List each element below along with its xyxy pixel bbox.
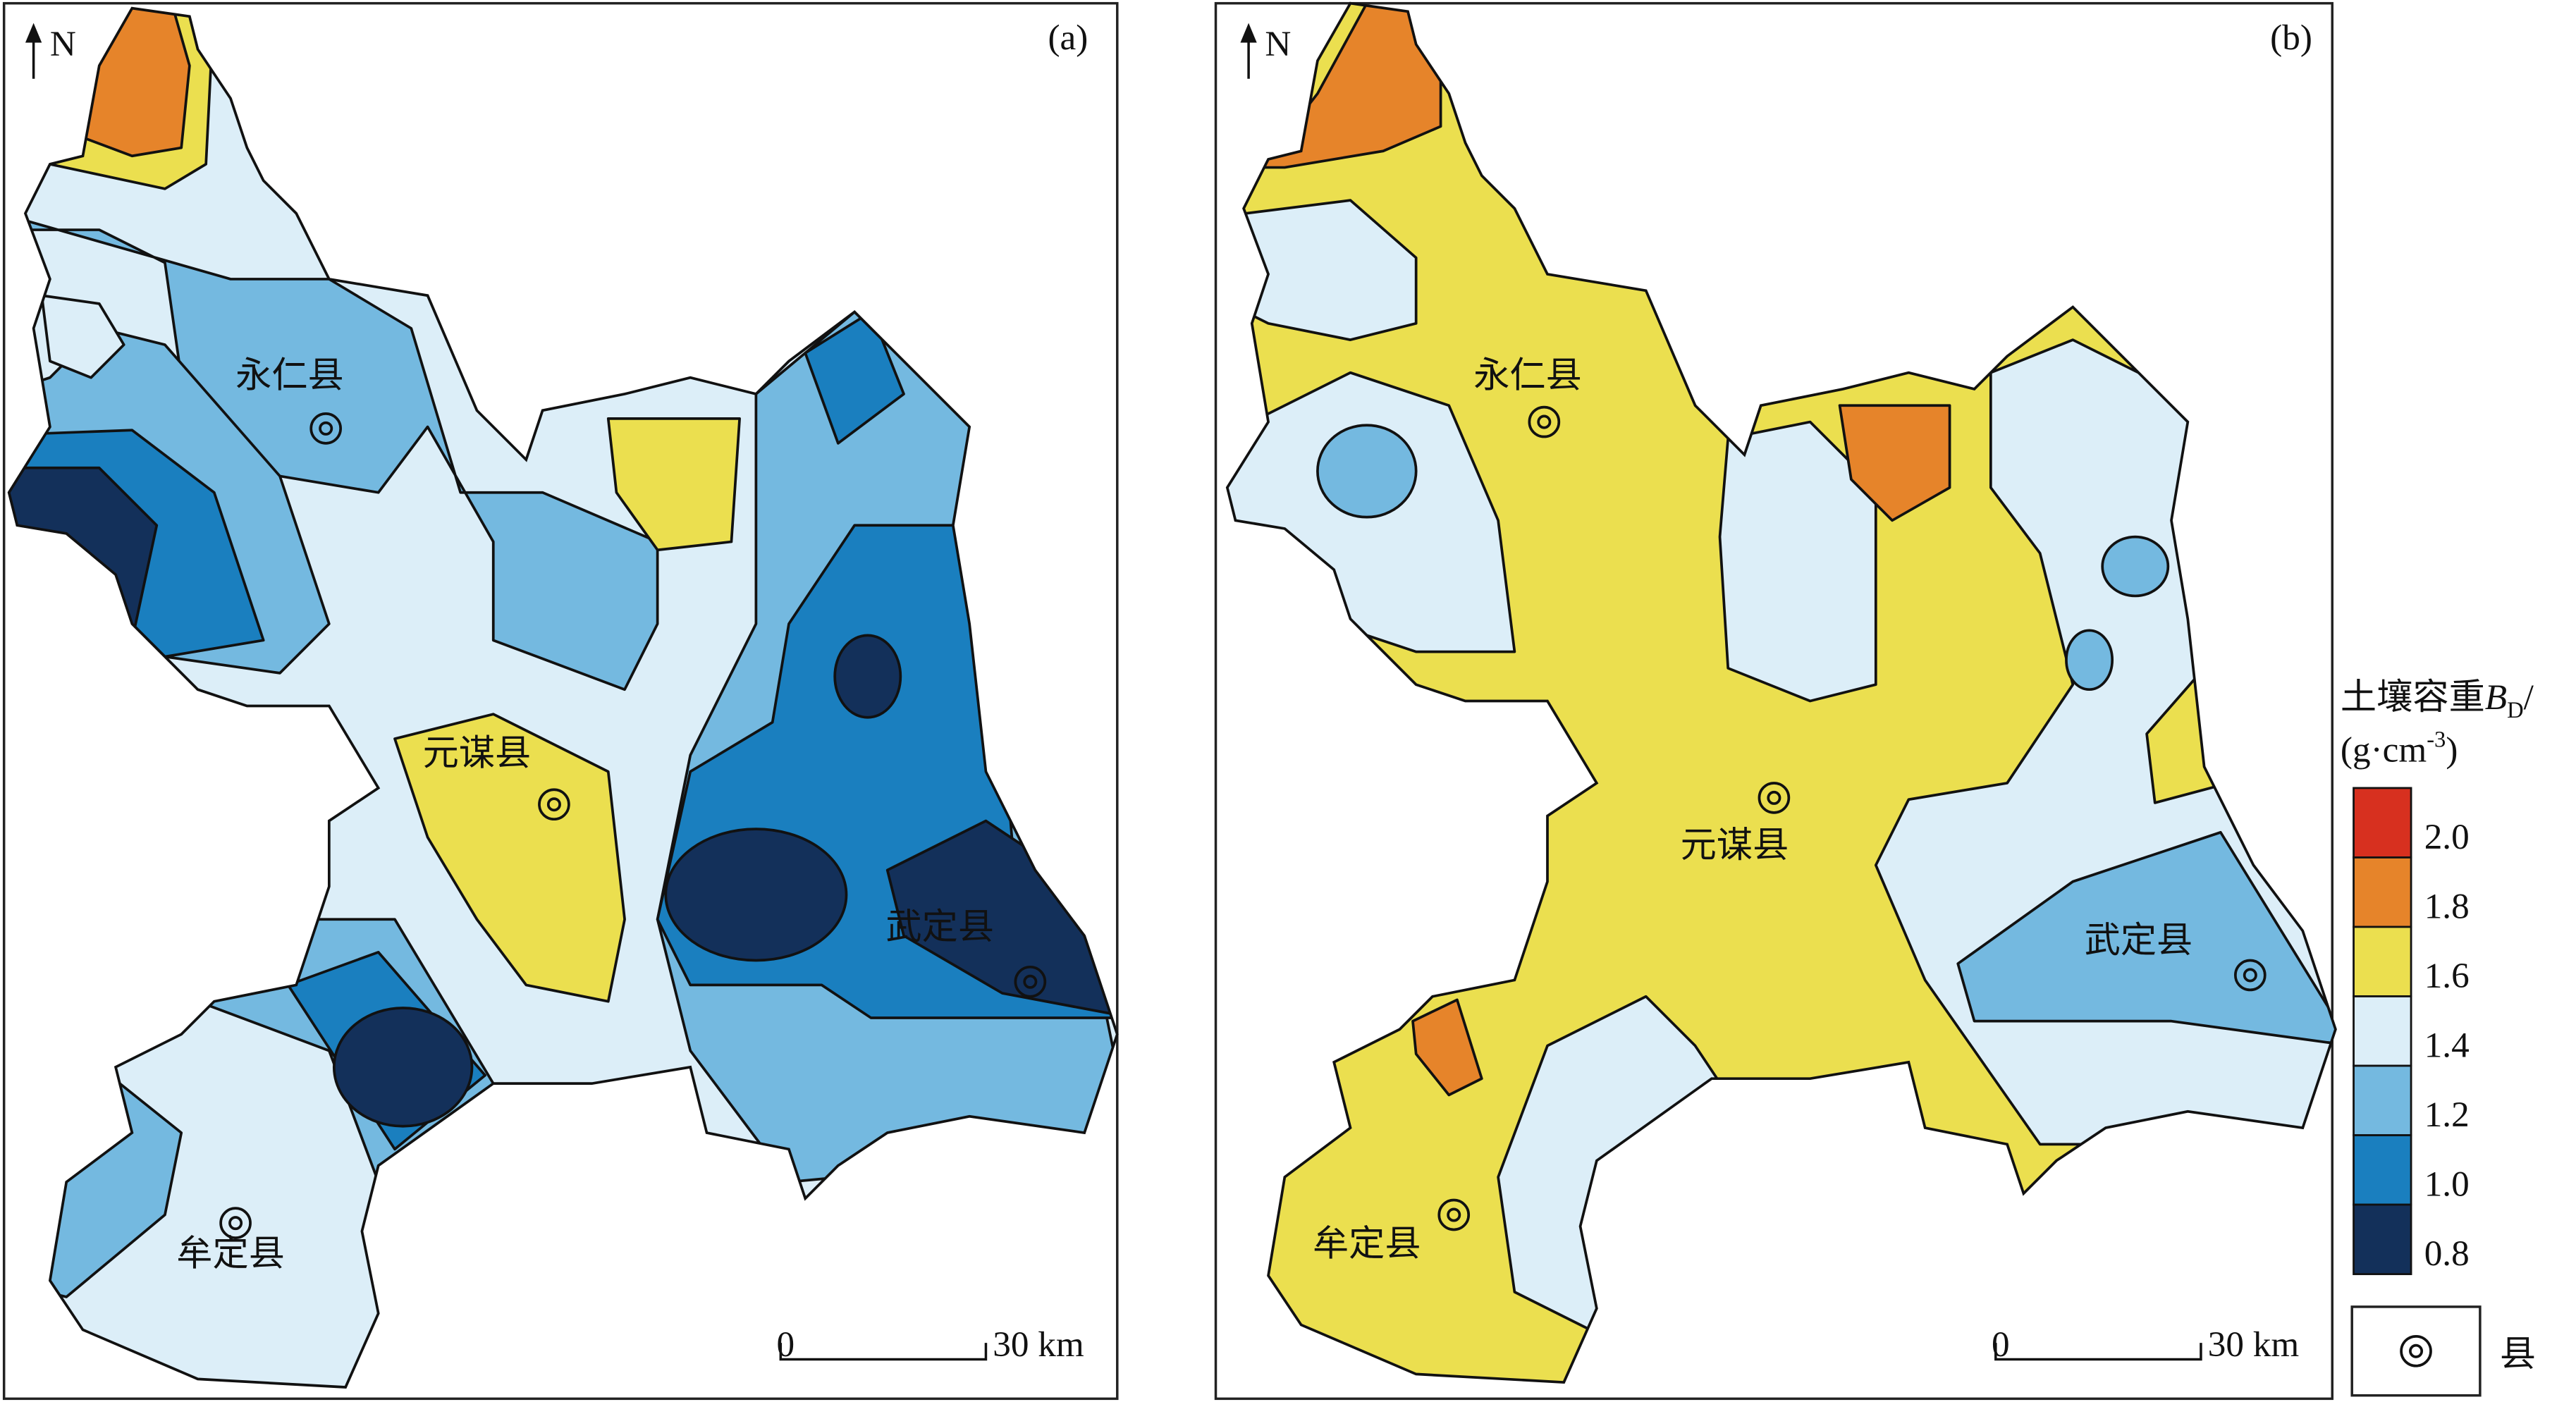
county-marker xyxy=(1023,974,1038,989)
scale-end: 30 km xyxy=(2208,1324,2300,1365)
county-marker xyxy=(1014,965,1047,998)
county-marker xyxy=(1758,782,1791,814)
county-marker xyxy=(1437,1198,1471,1231)
legend-class-label: 1.0 xyxy=(2424,1164,2470,1205)
county-marker xyxy=(2243,968,2257,983)
legend-title: 土壤容重BD/ xyxy=(2341,677,2534,723)
legend-swatch xyxy=(2353,856,2412,928)
county-marker xyxy=(1447,1207,1461,1222)
county-name: 牟定县 xyxy=(176,1234,285,1274)
legend-swatch xyxy=(2353,1064,2412,1136)
legend-swatch xyxy=(2353,926,2412,997)
legend-unit: (g·cm-3) xyxy=(2341,727,2458,770)
county-symbol-label: 县 xyxy=(2500,1334,2536,1375)
north-arrow-head xyxy=(1240,23,1257,43)
county-marker xyxy=(319,421,333,436)
county-marker xyxy=(219,1207,252,1239)
legend-slash: / xyxy=(2524,677,2534,718)
legend-symbol: B xyxy=(2485,677,2507,718)
legend-class-label: 1.8 xyxy=(2424,887,2470,927)
county-name: 牟定县 xyxy=(1313,1224,1421,1265)
county-name: 元谋县 xyxy=(423,733,532,773)
legend-close: ) xyxy=(2446,730,2458,770)
legend-class-label: 0.8 xyxy=(2424,1234,2470,1274)
panel-frame xyxy=(1214,1,2334,1401)
county-marker xyxy=(2233,959,2267,992)
north-label: N xyxy=(1265,24,1291,64)
legend-swatch xyxy=(2353,995,2412,1067)
panel-label: (b) xyxy=(2270,18,2312,58)
county-symbol xyxy=(2400,1334,2432,1367)
legend-exponent: -3 xyxy=(2427,727,2446,753)
legend-subscript: D xyxy=(2507,698,2524,723)
legend-class-label: 1.2 xyxy=(2424,1095,2470,1135)
panel-frame xyxy=(2,1,1119,1401)
north-label: N xyxy=(50,24,76,64)
scale-bar xyxy=(779,1343,988,1361)
scale-start: 0 xyxy=(1992,1324,2010,1365)
county-marker xyxy=(546,797,561,812)
county-marker xyxy=(228,1216,243,1231)
map-b xyxy=(1225,1,2337,1384)
scale-start: 0 xyxy=(777,1324,795,1365)
county-marker xyxy=(538,788,570,821)
county-name: 永仁县 xyxy=(235,356,344,396)
county-name: 武定县 xyxy=(2085,921,2193,961)
legend-class-label: 1.6 xyxy=(2424,956,2470,996)
county-marker xyxy=(1767,790,1781,805)
county-name: 元谋县 xyxy=(1681,825,1789,866)
legend-class-label: 2.0 xyxy=(2424,817,2470,857)
map-a xyxy=(7,6,1119,1389)
county-name: 永仁县 xyxy=(1473,356,1582,396)
legend-swatch xyxy=(2353,787,2412,859)
county-marker xyxy=(1537,414,1552,429)
legend-swatch xyxy=(2353,1203,2412,1275)
symbol-box xyxy=(2350,1305,2482,1397)
scale-bar xyxy=(1994,1343,2202,1361)
north-arrow-head xyxy=(25,23,42,43)
legend-class-label: 1.4 xyxy=(2424,1026,2470,1066)
scale-end: 30 km xyxy=(993,1324,1084,1365)
county-marker xyxy=(309,412,343,445)
county-name: 武定县 xyxy=(885,907,994,947)
legend: 土壤容重BD/ (g·cm-3) 县 xyxy=(2341,677,2536,1397)
legend-unit-text: (g·cm xyxy=(2341,730,2427,770)
county-symbol xyxy=(2409,1343,2424,1358)
legend-swatch xyxy=(2353,1134,2412,1206)
legend-title-text: 土壤容重 xyxy=(2341,677,2485,718)
county-marker xyxy=(1528,405,1561,438)
panel-label: (a) xyxy=(1048,18,1088,58)
